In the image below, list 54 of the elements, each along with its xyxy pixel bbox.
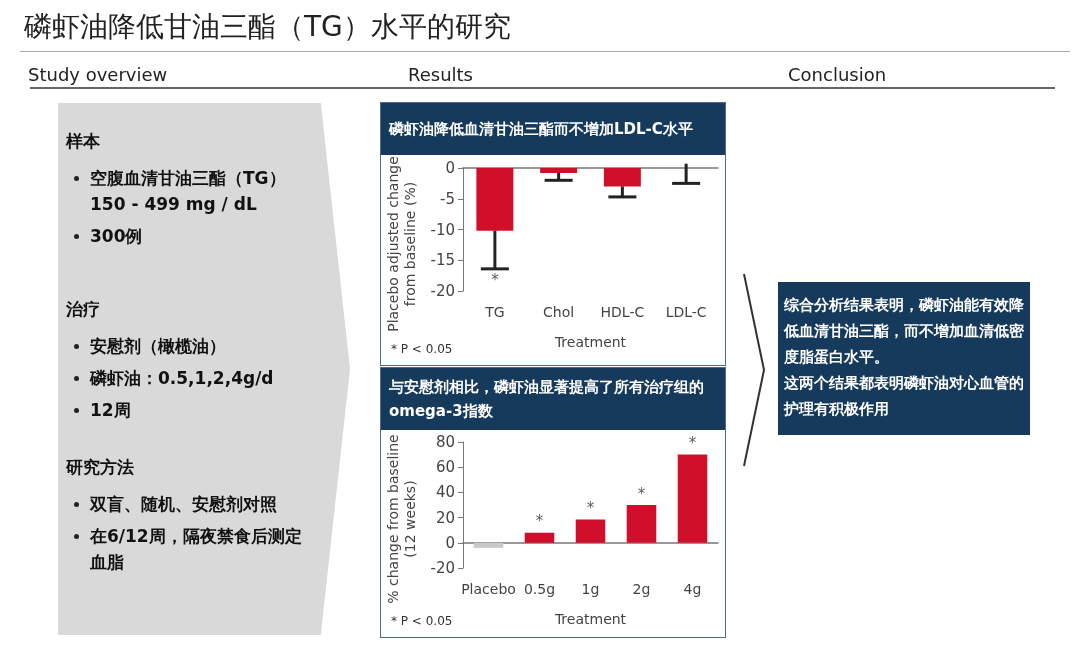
y-tick-label: -20: [430, 282, 455, 300]
y-tick-label: 80: [435, 433, 455, 451]
data-label: *: [637, 484, 646, 503]
text: 治疗: [66, 298, 101, 321]
text: 样本: [66, 130, 101, 153]
text: Study overview: [28, 64, 168, 85]
text: 在6/12周，隔夜禁食后测定血脂: [90, 526, 302, 572]
y-tick-label: 0: [445, 159, 455, 177]
bar: [677, 454, 708, 543]
y-tick-label: -20: [430, 559, 455, 577]
x-tick-label: 4g: [683, 581, 702, 597]
text: Conclusion: [788, 64, 887, 85]
text: Results: [408, 64, 473, 85]
y-axis-title: % change from baseline (12 weeks): [385, 433, 419, 606]
y-tick-label: -10: [430, 220, 455, 239]
x-tick-label: 0.5g: [523, 581, 556, 597]
data-label: *: [688, 434, 697, 453]
x-axis-title: Treatment: [553, 334, 627, 350]
bar: [524, 532, 555, 543]
y-tick-label: -15: [430, 251, 455, 270]
text: 研究方法: [66, 456, 135, 479]
data-label: *: [491, 271, 500, 290]
x-tick-label: TG: [484, 304, 505, 320]
bar: [473, 542, 504, 548]
x-tick-label: 1g: [581, 581, 600, 597]
text: 12周: [90, 400, 131, 420]
bar: [575, 519, 606, 543]
y-tick-label: 40: [435, 483, 455, 502]
x-tick-label: 2g: [632, 581, 651, 597]
text: 双盲、随机、安慰剂对照: [90, 494, 277, 514]
y-tick-label: -5: [440, 189, 455, 208]
chart-title: 磷虾油降低血清甘油三酯而不增加LDL-C水平: [389, 119, 693, 140]
y-tick-label: 60: [435, 458, 455, 477]
text: 磷虾油降低甘油三酯（TG）水平的研究: [24, 9, 511, 45]
y-axis-title: Placebo adjusted change from baseline (%): [385, 154, 419, 334]
text: 磷虾油：0.5,1,2,4g/d: [90, 368, 274, 388]
text: 这两个结果都表明磷虾油对心血管的护理有积极作用: [784, 373, 1024, 420]
bar: [626, 505, 657, 543]
y-tick-label: 20: [435, 508, 455, 527]
chart-title: 与安慰剂相比，磷虾油显著提高了所有治疗组的omega-3指数: [389, 377, 705, 422]
text: * P < 0.05: [391, 342, 453, 356]
text: 综合分析结果表明，磷虾油能有效降低血清甘油三酯，而不增加血清低密度脂蛋白水平。: [784, 295, 1024, 368]
data-label: *: [535, 512, 544, 531]
data-label: *: [586, 498, 595, 517]
x-tick-label: LDL-C: [665, 304, 707, 320]
x-axis-title: Treatment: [553, 611, 627, 627]
text: 安慰剂（橄榄油）: [90, 336, 226, 356]
text: * P < 0.05: [391, 614, 453, 628]
y-tick-label: 0: [445, 533, 455, 552]
x-tick-label: Chol: [543, 304, 575, 320]
x-tick-label: HDL-C: [600, 304, 645, 320]
text: 300例: [90, 226, 143, 246]
text: 空腹血清甘油三酯（TG）150 - 499 mg / dL: [90, 168, 286, 214]
x-tick-label: Placebo: [461, 581, 516, 597]
